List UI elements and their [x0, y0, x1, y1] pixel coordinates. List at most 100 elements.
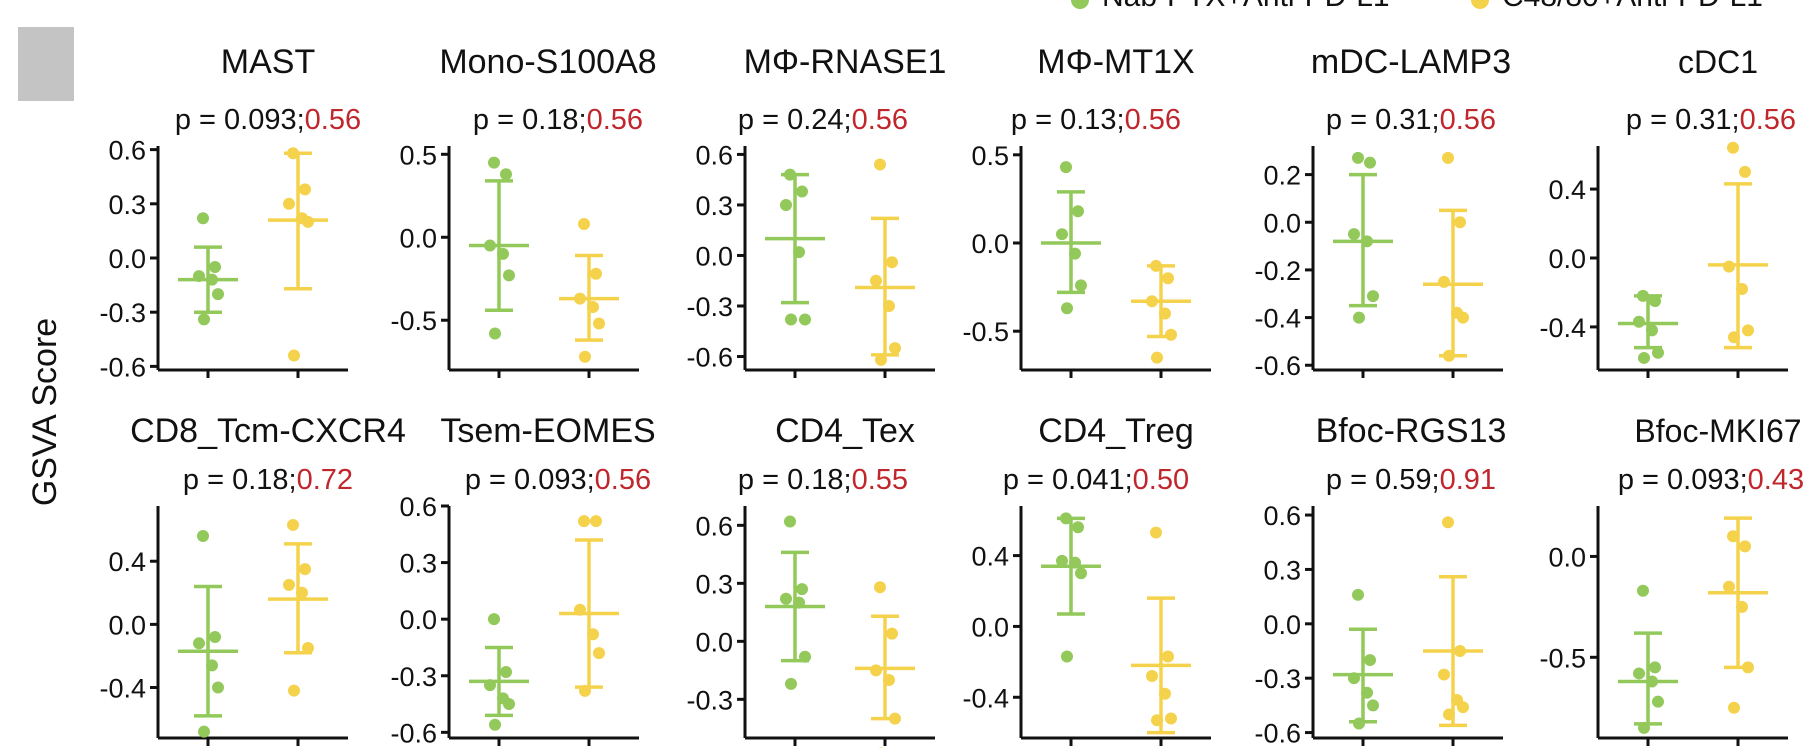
y-tick-label: 0.6 — [695, 511, 733, 541]
data-point — [193, 637, 205, 650]
data-point — [1056, 228, 1068, 241]
data-point — [1150, 526, 1162, 539]
y-tick-label: 0.3 — [1263, 555, 1301, 585]
p-value-label: p = 0.041;0.50 — [1003, 464, 1189, 496]
panel: Mono-S100A8 p = 0.18;0.56 0.5 0.0 -0.5 — [390, 43, 657, 378]
data-point — [1146, 670, 1158, 683]
y-tick-label: -0.6 — [390, 718, 437, 748]
y-tick-label: 0.3 — [399, 549, 437, 579]
data-point — [1649, 661, 1661, 674]
data-point — [288, 684, 300, 697]
data-point — [875, 353, 887, 366]
data-point — [288, 349, 300, 362]
data-point — [886, 627, 898, 640]
panel-title: MAST — [221, 43, 315, 81]
data-point — [1364, 654, 1376, 667]
data-point — [1072, 521, 1084, 534]
panel-title: Bfoc-RGS13 — [1316, 412, 1507, 450]
q-value: 0.56 — [305, 104, 361, 136]
q-value: 0.56 — [1125, 104, 1181, 136]
panel-title: Tsem-EOMES — [440, 412, 655, 450]
y-tick-label: -0.3 — [1254, 664, 1301, 694]
data-point — [287, 518, 299, 531]
y-tick-label: -0.4 — [962, 683, 1009, 713]
data-point — [590, 515, 602, 528]
data-point — [1353, 311, 1365, 324]
y-tick-label: -0.5 — [390, 306, 437, 336]
y-tick-label: 0.5 — [399, 140, 437, 170]
data-point — [1633, 667, 1645, 680]
data-point — [578, 217, 590, 230]
y-tick-label: -0.6 — [686, 343, 733, 373]
panel-title: CD8_Tcm-CXCR4 — [130, 412, 406, 450]
data-point — [1637, 584, 1649, 597]
data-point — [198, 313, 210, 326]
data-point — [799, 313, 811, 326]
y-tick-label: -0.6 — [1254, 351, 1301, 381]
data-point — [1061, 302, 1073, 315]
y-tick-label: -0.3 — [686, 685, 733, 715]
data-point — [870, 664, 882, 677]
y-tick-label: 0.0 — [695, 627, 733, 657]
y-tick-label: 0.0 — [695, 241, 733, 271]
p-value-label: p = 0.18;0.55 — [738, 464, 908, 496]
data-point — [1727, 141, 1739, 154]
data-point — [1457, 701, 1469, 714]
p-value-label: p = 0.24;0.56 — [738, 104, 908, 136]
y-tick-label: 0.0 — [399, 223, 437, 253]
data-point — [1061, 650, 1073, 663]
data-point — [796, 185, 808, 198]
legend-marker — [1071, 0, 1089, 9]
y-tick-label: 0.3 — [695, 191, 733, 221]
y-tick-label: 0.0 — [971, 229, 1009, 259]
y-tick-label: 0.2 — [1263, 161, 1301, 191]
p-value: p = 0.24; — [738, 104, 852, 136]
data-point — [1454, 216, 1466, 229]
data-point — [1652, 346, 1664, 359]
y-tick-label: -0.3 — [390, 662, 437, 692]
data-point — [578, 515, 590, 528]
p-value: p = 0.093; — [175, 104, 305, 136]
data-point — [780, 198, 792, 211]
data-point — [488, 156, 500, 169]
y-tick-label: 0.0 — [1548, 542, 1586, 572]
panel: Bfoc-MKI67 p = 0.093;0.43 0.0 -0.5 — [1539, 413, 1804, 746]
data-point — [1165, 328, 1177, 341]
q-value: 0.56 — [595, 464, 651, 496]
panel: MAST p = 0.093;0.56 0.6 0.3 0.0 -0.3 -0.6 — [99, 43, 361, 382]
q-value: 0.72 — [297, 464, 353, 496]
data-point — [796, 583, 808, 596]
panel-title: CD4_Treg — [1038, 412, 1194, 450]
legend-marker — [1471, 0, 1489, 9]
data-point — [1364, 156, 1376, 169]
data-point — [299, 183, 311, 196]
data-point — [1739, 540, 1751, 553]
data-point — [889, 342, 901, 355]
data-point — [1739, 165, 1751, 178]
data-point — [579, 350, 591, 363]
y-tick-label: -0.5 — [1539, 643, 1586, 673]
q-value: 0.56 — [1440, 104, 1496, 136]
panel-title: MΦ-RNASE1 — [744, 43, 947, 81]
data-point — [1442, 516, 1454, 529]
data-point — [1352, 588, 1364, 601]
data-point — [1075, 279, 1087, 292]
q-value: 0.56 — [1740, 104, 1796, 136]
data-point — [1056, 554, 1068, 567]
data-point — [1348, 228, 1360, 241]
p-value: p = 0.59; — [1326, 464, 1440, 496]
panel: cDC1 p = 0.31;0.56 0.4 0.0 -0.4 — [1539, 44, 1796, 378]
p-value: p = 0.093; — [465, 464, 595, 496]
data-point — [299, 563, 311, 576]
y-tick-label: 0.6 — [108, 136, 146, 166]
data-point — [874, 158, 886, 171]
data-point — [590, 267, 602, 280]
data-point — [212, 681, 224, 694]
data-point — [197, 212, 209, 225]
data-point — [593, 317, 605, 330]
data-point — [197, 529, 209, 542]
y-tick-label: -0.2 — [1254, 256, 1301, 286]
data-point — [1728, 701, 1740, 714]
